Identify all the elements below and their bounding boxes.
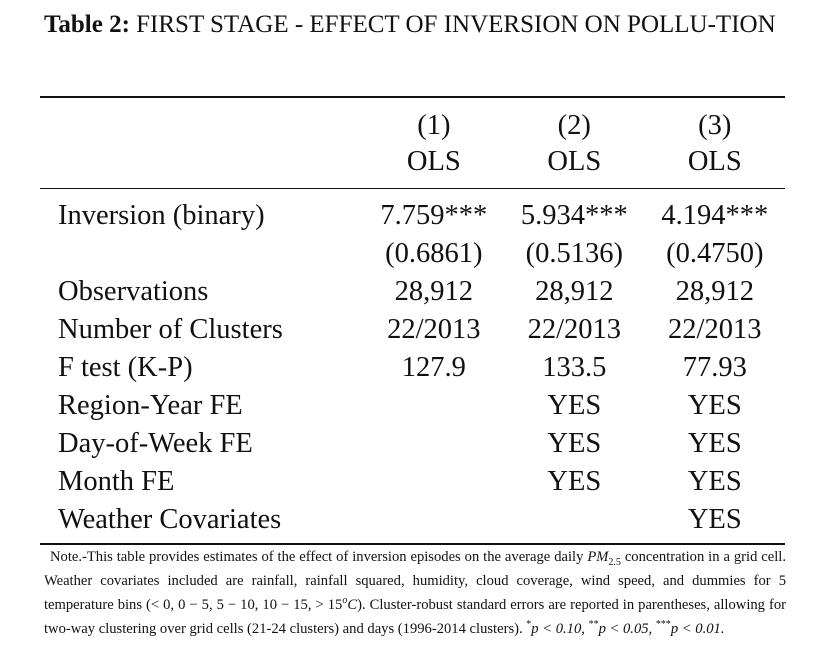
table-row: Observations 28,912 28,912 28,912: [40, 273, 785, 311]
note-text: Note.-This table provides estimates of t…: [50, 549, 588, 565]
pm-subscript: 2.5: [608, 556, 621, 568]
table-row: (0.6861) (0.5136) (0.4750): [40, 235, 785, 273]
column-method: OLS: [547, 146, 602, 177]
header-row-numbers: (1) (2) (3): [40, 108, 785, 144]
table-row: Weather Covariates YES: [40, 501, 785, 539]
cell: [364, 463, 504, 501]
sig-mark: ***: [655, 618, 671, 630]
cell: 4.194***: [661, 200, 769, 231]
cell: YES: [687, 390, 742, 421]
degree-mark: o: [342, 594, 348, 606]
cell: YES: [547, 466, 602, 497]
bottom-rule: [40, 543, 785, 545]
table-caption: Table 2: FIRST STAGE - EFFECT OF INVERSI…: [44, 8, 784, 41]
table-note: Note.-This table provides estimates of t…: [44, 548, 786, 639]
sig-text: p < 0.05,: [598, 620, 656, 637]
cell: 133.5: [542, 352, 607, 383]
table-row: Day-of-Week FE YES YES: [40, 425, 785, 463]
sig-mark: **: [588, 618, 599, 630]
row-label: Day-of-Week FE: [58, 428, 253, 459]
cell: (0.4750): [666, 238, 764, 269]
column-method: OLS: [687, 146, 742, 177]
header-empty-cell: [40, 144, 358, 180]
table-label: Table 2:: [44, 11, 130, 38]
row-label: F test (K-P): [58, 352, 193, 383]
row-label: Inversion (binary): [58, 200, 265, 231]
cell: [364, 425, 504, 463]
row-label: Region-Year FE: [58, 390, 243, 421]
table-row: Region-Year FE YES YES: [40, 387, 785, 425]
cell: 22/2013: [668, 314, 762, 345]
cell: YES: [687, 428, 742, 459]
pm-symbol: PM: [587, 549, 609, 565]
table-title: FIRST STAGE - EFFECT OF INVERSION ON POL…: [136, 11, 776, 38]
column-number: (1): [417, 110, 451, 141]
row-label: Month FE: [58, 466, 175, 497]
row-label: Observations: [58, 276, 209, 307]
cell: 28,912: [394, 276, 474, 307]
cell: YES: [687, 504, 742, 535]
cell: YES: [687, 466, 742, 497]
sig-text: p < 0.10,: [531, 620, 589, 637]
mid-rule: [40, 188, 785, 189]
column-method: OLS: [406, 146, 461, 177]
cell: [364, 501, 504, 539]
cell: YES: [547, 390, 602, 421]
cell: [504, 501, 644, 539]
cell: 22/2013: [527, 314, 621, 345]
cell: 28,912: [535, 276, 614, 307]
cell: 28,912: [675, 276, 754, 307]
row-label: [40, 235, 358, 273]
sig-mark: *: [526, 618, 532, 630]
sig-text: p < 0.01.: [670, 620, 725, 637]
note-text: concentration in a grid cell. Weather co…: [44, 549, 786, 613]
row-label: Number of Clusters: [58, 314, 283, 345]
cell: (0.6861): [385, 238, 483, 269]
header-row-methods: OLS OLS OLS: [40, 144, 785, 180]
table-row: Inversion (binary) 7.759*** 5.934*** 4.1…: [40, 197, 785, 235]
cell: 22/2013: [387, 314, 481, 345]
top-rule: [40, 96, 785, 98]
table-body: Inversion (binary) 7.759*** 5.934*** 4.1…: [40, 197, 785, 539]
table-row: Month FE YES YES: [40, 463, 785, 501]
cell: (0.5136): [525, 238, 623, 269]
cell: YES: [547, 428, 602, 459]
cell: [364, 387, 504, 425]
table-row: Number of Clusters 22/2013 22/2013 22/20…: [40, 311, 785, 349]
cell: 127.9: [401, 352, 466, 383]
cell: 5.934***: [520, 200, 628, 231]
celsius-c: C: [347, 596, 358, 613]
row-label: Weather Covariates: [58, 504, 282, 535]
column-number: (3): [698, 110, 732, 141]
cell: 7.759***: [380, 200, 488, 231]
table-row: F test (K-P) 127.9 133.5 77.93: [40, 349, 785, 387]
cell: 77.93: [682, 352, 747, 383]
header-empty-cell: [40, 108, 358, 144]
column-number: (2): [557, 110, 591, 141]
table-header: (1) (2) (3) OLS OLS OLS: [40, 108, 785, 180]
note-text: ). Cluster-robust standard errors are re…: [44, 596, 786, 637]
